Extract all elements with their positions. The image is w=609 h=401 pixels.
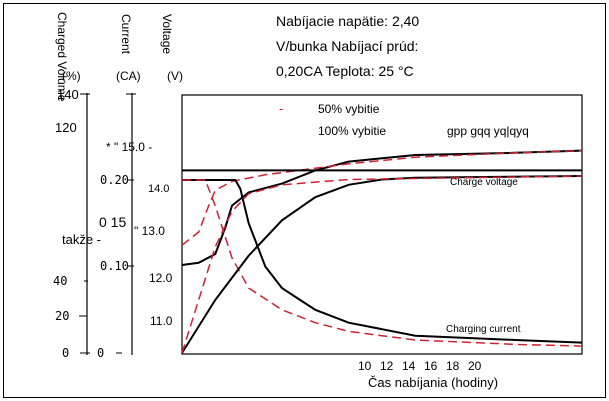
x-tick-12: 12 <box>380 359 394 373</box>
current-tick-010: 0.10 <box>100 259 129 273</box>
series-charged-50 <box>181 175 583 354</box>
x-tick-18: 18 <box>446 359 460 373</box>
x-tick-14: 14 <box>402 359 416 373</box>
legend-dash-sample: - <box>279 101 283 116</box>
charged-tick-0: 0 <box>62 346 69 360</box>
x-tick-labels: 10 12 14 16 18 20 <box>358 359 482 373</box>
current-tick-0: 0 <box>97 346 104 360</box>
voltage-tick-140: 14.0 <box>148 183 169 195</box>
current-unit: (CA) <box>116 69 141 83</box>
current-tick-020: 0.20 <box>100 173 129 187</box>
voltage-tick-150: * " 15.0 - <box>106 140 152 154</box>
takze-label: takže - <box>62 232 101 247</box>
voltage-tick-120: 12.0 <box>149 271 173 285</box>
series-current-100 <box>182 179 583 344</box>
legend-artifact: gpp gqq yq|qyq <box>447 124 529 138</box>
chart-title-line-2: V/bunka Nabíjací prúd: <box>276 38 418 54</box>
charge-voltage-label: Charge voltage <box>450 177 518 188</box>
charged-tick-20: 20 <box>55 309 69 323</box>
plot-area <box>181 94 583 355</box>
legend-100: 100% vybitie <box>318 124 386 138</box>
series-charged-100 <box>181 175 583 354</box>
series-curves <box>181 149 583 354</box>
series-voltage-50 <box>181 149 583 246</box>
voltage-unit: (V) <box>167 69 183 83</box>
voltage-axis-label: Voltage <box>160 14 174 54</box>
series-voltage-100 <box>181 149 583 266</box>
charged-axis-label-1: Charged Volume <box>55 12 69 102</box>
charged-tick-40: 40 <box>53 274 67 288</box>
legend-50: 50% vybitie <box>318 102 380 116</box>
voltage-tick-110: 11.0 <box>150 314 173 328</box>
voltage-tick-130: " 13.0 <box>134 224 165 238</box>
x-tick-10: 10 <box>358 359 372 373</box>
x-tick-16: 16 <box>424 359 438 373</box>
current-tick-015: 0 15 <box>99 214 126 230</box>
series-current-50 <box>182 179 583 347</box>
x-axis-label: Čas nabíjania (hodiny) <box>368 375 498 390</box>
chart-title-line-1: Nabíjacie napätie: 2,40 <box>276 13 419 29</box>
charged-tick-140: 140 <box>57 87 79 102</box>
charging-current-label: Charging current <box>446 324 521 335</box>
current-axis-label: Current <box>119 14 133 55</box>
charged-tick-120: 120 <box>55 120 77 135</box>
x-tick-20: 20 <box>468 359 482 373</box>
charged-unit: (%) <box>62 69 81 83</box>
chart-title-line-3: 0,20CA Teplota: 25 °C <box>276 63 414 79</box>
chart-frame <box>3 3 606 398</box>
